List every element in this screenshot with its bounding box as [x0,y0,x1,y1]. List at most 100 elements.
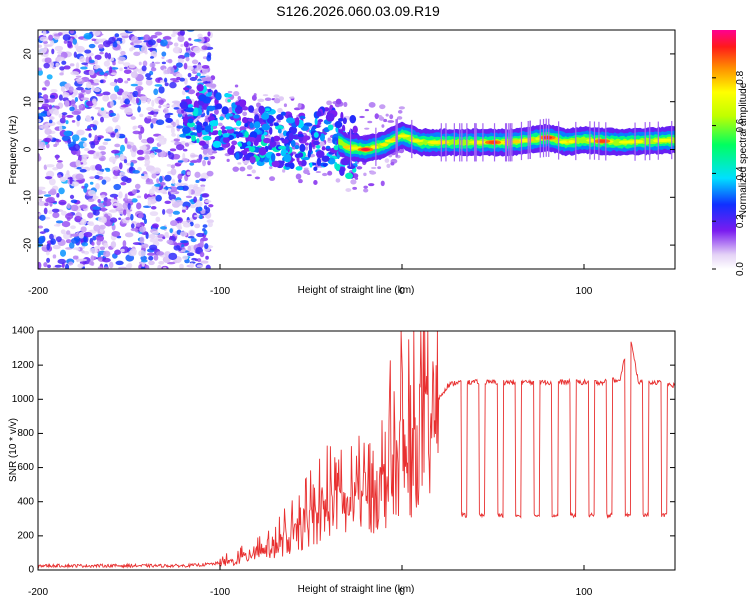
noise-blob [171,133,176,137]
faint-blob [381,124,385,128]
noise-blob [46,170,55,178]
noise-blob [58,94,63,101]
noise-blob [152,108,160,112]
transition-blob [280,111,286,116]
noise-blob [64,83,70,89]
spectrogram-x-axis: -200 -100 0 100 [28,264,593,297]
noise-blob [162,36,172,40]
transition-blob [186,121,195,128]
noise-blob [74,97,79,102]
noise-blob [102,40,112,48]
noise-blob [193,196,198,203]
noise-blob [146,77,153,81]
noise-blob [173,42,179,47]
noise-blob [38,92,42,96]
noise-blob [55,139,62,143]
noise-blob [155,137,164,142]
noise-blob [163,77,168,83]
transition-blob [313,140,320,146]
noise-blob [112,202,120,207]
noise-blob [103,138,112,142]
noise-blob [207,31,211,37]
snr-frame [37,330,676,571]
noise-blob [125,177,132,184]
noise-blob [83,235,87,243]
noise-blob [200,184,206,188]
noise-blob [108,156,117,163]
noise-blob [169,81,177,89]
transition-blob [191,134,196,142]
noise-blob [181,90,186,96]
noise-blob [41,103,50,109]
noise-blob [179,77,185,82]
transition-blob [233,131,240,135]
transition-blob [248,136,256,142]
transition-blob [254,114,260,122]
noise-blob [109,193,119,198]
noise-blob [188,188,192,196]
noise-blob [97,44,104,49]
noise-blob [57,160,63,163]
y-tick-label: -10 [23,190,34,205]
noise-blob [202,227,206,232]
noise-blob [175,144,185,151]
noise-blob [123,66,128,70]
noise-blob [174,218,182,221]
faint-blob [318,141,325,147]
noise-blob [206,219,214,224]
noise-blob [103,60,111,67]
noise-blob [163,107,169,114]
noise-blob [49,94,56,99]
x-tick-label: 100 [576,286,593,297]
noise-blob [96,240,101,246]
y-tick-label: 1200 [12,360,35,371]
transition-blob [280,160,285,164]
noise-blob [140,255,147,261]
noise-blob [91,98,97,105]
noise-blob [52,254,57,259]
noise-blob [90,82,100,86]
noise-blob [114,154,120,159]
noise-blob [82,142,88,148]
noise-blob [93,79,100,84]
transition-blob [319,133,325,142]
transition-blob [318,119,324,123]
noise-blob [58,125,63,132]
noise-blob [43,207,48,215]
noise-blob [94,58,98,66]
noise-blob [150,123,154,129]
faint-blob [345,188,352,192]
noise-blob [110,132,116,138]
transition-blob [270,153,276,162]
noise-blob [91,38,97,42]
faint-blob [268,166,273,170]
x-tick-label: -200 [28,587,48,598]
noise-blob [149,244,158,251]
ridge-peak-core [488,140,498,144]
noise-blob [208,204,214,208]
noise-blob [147,199,152,207]
faint-blob [315,171,322,174]
noise-blob [124,98,131,105]
noise-blob [135,222,142,227]
transition-blob [215,92,222,101]
noise-blob [139,113,144,118]
noise-blob [183,62,188,70]
faint-blob [242,111,248,117]
noise-blob [176,125,184,129]
noise-blob [38,44,43,48]
ridge-spot [409,139,424,143]
transition-blob [315,145,321,149]
noise-blob [123,69,132,74]
transition-blob [182,126,191,134]
noise-blob [43,137,52,143]
faint-blob [313,179,318,186]
noise-blob [126,144,132,150]
noise-blob [94,106,101,110]
noise-blob [192,46,201,54]
noise-blob [130,223,135,229]
noise-blob [168,152,175,160]
noise-blob [159,175,163,183]
noise-blob [130,213,134,221]
